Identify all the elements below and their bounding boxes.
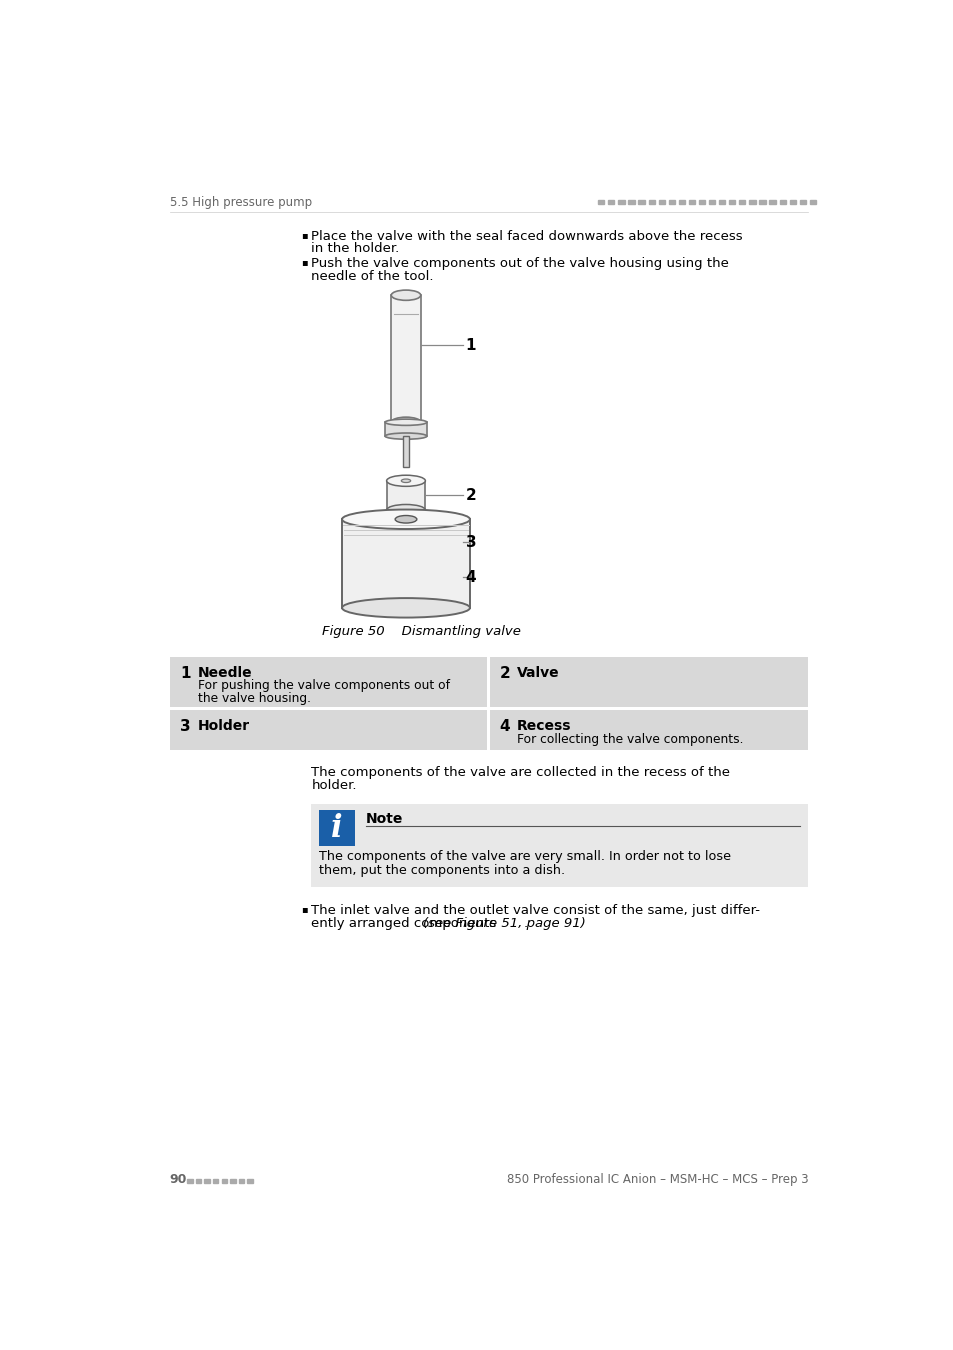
Bar xyxy=(809,200,815,204)
Text: Holder: Holder xyxy=(197,718,250,733)
Bar xyxy=(385,423,427,436)
Text: 3: 3 xyxy=(465,535,476,549)
Bar xyxy=(490,657,807,707)
Bar xyxy=(638,200,644,204)
Text: For pushing the valve components out of: For pushing the valve components out of xyxy=(197,679,449,693)
Text: 5.5 High pressure pump: 5.5 High pressure pump xyxy=(170,196,312,208)
Text: needle of the tool.: needle of the tool. xyxy=(311,270,434,282)
Text: Figure 50    Dismantling valve: Figure 50 Dismantling valve xyxy=(322,625,520,637)
Text: 2: 2 xyxy=(465,487,476,504)
Ellipse shape xyxy=(391,417,420,428)
Bar xyxy=(204,1179,210,1183)
Text: 4: 4 xyxy=(499,718,510,733)
Text: 90: 90 xyxy=(170,1173,187,1187)
Bar xyxy=(769,200,775,204)
Bar xyxy=(342,520,470,608)
Bar xyxy=(247,1179,253,1183)
Bar xyxy=(739,200,744,204)
Bar xyxy=(402,436,409,467)
Bar xyxy=(789,200,795,204)
Bar xyxy=(719,200,724,204)
Text: Valve: Valve xyxy=(517,666,558,679)
Bar xyxy=(221,1179,227,1183)
Text: The components of the valve are very small. In order not to lose: The components of the valve are very sma… xyxy=(319,850,730,864)
Bar xyxy=(618,200,624,204)
Bar xyxy=(648,200,654,204)
Bar xyxy=(699,200,704,204)
Text: 1: 1 xyxy=(465,338,476,352)
Ellipse shape xyxy=(391,290,420,300)
Text: 1: 1 xyxy=(180,666,191,680)
Bar xyxy=(187,1179,193,1183)
Bar xyxy=(688,200,695,204)
Text: Push the valve components out of the valve housing using the: Push the valve components out of the val… xyxy=(311,258,728,270)
Bar xyxy=(170,657,487,707)
Bar xyxy=(728,200,735,204)
Ellipse shape xyxy=(385,418,427,425)
Text: The inlet valve and the outlet valve consist of the same, just differ-: The inlet valve and the outlet valve con… xyxy=(311,904,760,917)
Bar xyxy=(799,200,805,204)
Bar xyxy=(238,1179,244,1183)
Bar xyxy=(628,200,634,204)
Ellipse shape xyxy=(386,475,425,486)
Bar xyxy=(658,200,664,204)
Text: 3: 3 xyxy=(180,718,191,733)
Text: ently arranged components: ently arranged components xyxy=(311,918,500,930)
Text: 2: 2 xyxy=(499,666,510,680)
Text: holder.: holder. xyxy=(311,779,356,791)
Bar xyxy=(679,200,684,204)
Bar xyxy=(759,200,765,204)
Text: The components of the valve are collected in the recess of the: The components of the valve are collecte… xyxy=(311,765,730,779)
Text: Note: Note xyxy=(365,811,403,826)
Text: them, put the components into a dish.: them, put the components into a dish. xyxy=(319,864,565,878)
Text: 4: 4 xyxy=(465,570,476,585)
Bar xyxy=(668,200,674,204)
Bar xyxy=(386,481,425,510)
Bar xyxy=(748,200,755,204)
Text: ▪: ▪ xyxy=(301,904,308,914)
Ellipse shape xyxy=(395,516,416,522)
Bar xyxy=(598,200,604,204)
Text: ▪: ▪ xyxy=(301,230,308,240)
Text: i: i xyxy=(331,813,342,844)
Text: Needle: Needle xyxy=(197,666,252,679)
Text: in the holder.: in the holder. xyxy=(311,242,399,255)
Bar xyxy=(213,1179,218,1183)
Ellipse shape xyxy=(342,509,470,529)
Text: Place the valve with the seal faced downwards above the recess: Place the valve with the seal faced down… xyxy=(311,230,742,243)
Ellipse shape xyxy=(401,479,410,482)
Bar xyxy=(608,200,614,204)
Ellipse shape xyxy=(386,505,425,516)
Bar xyxy=(195,1179,201,1183)
Bar xyxy=(170,710,487,751)
Bar xyxy=(391,296,420,423)
Bar xyxy=(708,200,715,204)
Text: 850 Professional IC Anion – MSM-HC – MCS – Prep 3: 850 Professional IC Anion – MSM-HC – MCS… xyxy=(506,1173,807,1187)
Bar xyxy=(779,200,785,204)
Ellipse shape xyxy=(342,598,470,617)
Bar xyxy=(490,710,807,751)
Text: ▪: ▪ xyxy=(301,258,308,267)
Bar xyxy=(230,1179,235,1183)
Bar xyxy=(311,805,807,887)
Ellipse shape xyxy=(385,433,427,439)
Text: .: . xyxy=(523,918,527,930)
Text: Recess: Recess xyxy=(517,718,571,733)
Text: For collecting the valve components.: For collecting the valve components. xyxy=(517,733,742,745)
Text: (see Figure 51, page 91): (see Figure 51, page 91) xyxy=(423,918,585,930)
Text: the valve housing.: the valve housing. xyxy=(197,691,310,705)
Bar xyxy=(319,810,355,845)
